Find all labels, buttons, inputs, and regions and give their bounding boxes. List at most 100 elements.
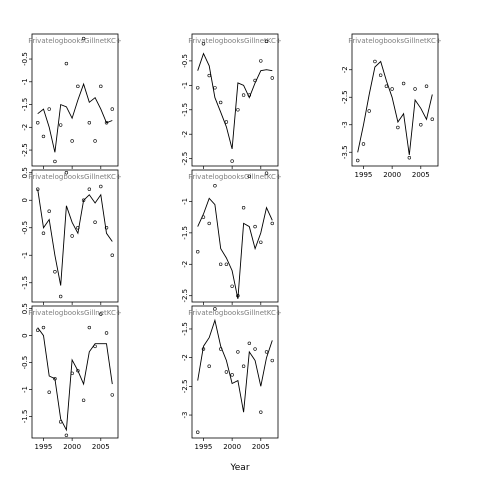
data-point bbox=[367, 109, 371, 113]
panel-title: PrivatelogbooksGillnetKC+ bbox=[28, 37, 122, 45]
data-point bbox=[270, 76, 274, 80]
data-point bbox=[110, 107, 114, 111]
data-point bbox=[407, 156, 412, 160]
data-point bbox=[230, 159, 234, 163]
data-point bbox=[361, 142, 366, 146]
data-point bbox=[47, 390, 51, 394]
data-point bbox=[70, 139, 74, 143]
data-point bbox=[218, 347, 223, 351]
data-point bbox=[241, 364, 246, 368]
data-point bbox=[201, 215, 206, 219]
data-point bbox=[36, 187, 40, 191]
y-tick-label: -1 bbox=[21, 252, 29, 259]
data-point bbox=[390, 87, 394, 91]
fit-line bbox=[37, 327, 113, 432]
x-tick-label: 1995 bbox=[35, 443, 53, 451]
data-point bbox=[58, 294, 63, 299]
panel-2: PrivatelogbooksGillnetKC+ -0.5 -1 -1.5 -2 -2.… bbox=[181, 33, 282, 169]
data-point bbox=[36, 328, 40, 332]
data-point bbox=[41, 325, 46, 330]
data-point bbox=[104, 226, 109, 230]
panel-6: PrivatelogbooksGillnetKC+0.5 0 -0.5 -1 -1.5 1… bbox=[21, 303, 122, 451]
y-tick-label: -0.5 bbox=[21, 356, 29, 370]
data-point bbox=[236, 350, 240, 354]
y-tick-label: 0 bbox=[21, 198, 29, 202]
y-tick-label: 0 bbox=[21, 333, 29, 337]
y-tick-label: -2.5 bbox=[181, 289, 189, 303]
data-point bbox=[64, 171, 69, 175]
y-tick-label: -2.5 bbox=[181, 152, 189, 166]
fit-line bbox=[197, 318, 273, 413]
data-point bbox=[264, 171, 269, 175]
panel-frame bbox=[191, 33, 279, 167]
data-point bbox=[213, 86, 217, 90]
data-point bbox=[76, 368, 80, 373]
y-tick-label: -2 bbox=[341, 66, 349, 73]
panel-title: PrivatelogbooksGillnetKC+ bbox=[188, 309, 282, 317]
data-point bbox=[104, 121, 109, 125]
y-tick-label: -1.5 bbox=[21, 276, 29, 290]
data-point bbox=[93, 344, 97, 349]
panel-frame bbox=[31, 33, 119, 167]
fit-line bbox=[197, 197, 273, 299]
data-point bbox=[53, 270, 57, 274]
data-point bbox=[196, 430, 200, 434]
panel-frame bbox=[31, 169, 119, 303]
panel-title: PrivatelogbooksGillnetKC+ bbox=[28, 309, 122, 317]
panel-1: PrivatelogbooksGillnetKC+ -0.5 -1 -1.5 -2 -2.… bbox=[21, 33, 122, 169]
panel-frame bbox=[31, 305, 119, 439]
data-point bbox=[110, 393, 114, 397]
data-point bbox=[41, 231, 46, 235]
data-point bbox=[419, 123, 423, 127]
data-point bbox=[104, 331, 109, 335]
data-point bbox=[64, 61, 69, 66]
data-point bbox=[253, 78, 257, 83]
panel-title: PrivatelogbooksGillnetKC+ bbox=[28, 173, 122, 181]
y-tick-label: -2 bbox=[21, 124, 29, 131]
data-point bbox=[207, 73, 211, 78]
data-point bbox=[47, 209, 51, 213]
panel-frame bbox=[191, 169, 279, 303]
x-tick-label: 2000 bbox=[63, 443, 81, 451]
y-tick-label: -3 bbox=[181, 412, 189, 419]
y-tick-label: -2 bbox=[181, 354, 189, 361]
data-point bbox=[76, 226, 80, 230]
y-tick-label: -1.5 bbox=[21, 410, 29, 424]
data-point bbox=[93, 139, 97, 143]
fit-line bbox=[37, 189, 113, 286]
data-point bbox=[87, 121, 92, 125]
panels: PrivatelogbooksGillnetKC+ -0.5 -1 -1.5 -2 -2.… bbox=[21, 33, 442, 451]
panel-7: PrivatelogbooksGillnetKC+ -1.5 -2 -2.5 -3 199… bbox=[181, 305, 282, 451]
y-tick-label: -0.5 bbox=[21, 221, 29, 235]
x-tick-label: 2005 bbox=[92, 443, 110, 451]
y-tick-label: -3 bbox=[341, 121, 349, 128]
data-point bbox=[99, 84, 103, 89]
data-point bbox=[99, 312, 103, 316]
x-tick-label: 1995 bbox=[355, 171, 373, 179]
y-tick-label: -2.5 bbox=[181, 380, 189, 394]
data-point bbox=[207, 364, 211, 368]
data-point bbox=[373, 59, 377, 64]
x-axis-label: Year bbox=[229, 463, 249, 473]
y-tick-label: -1.5 bbox=[181, 226, 189, 240]
y-tick-label: -1.5 bbox=[181, 322, 189, 336]
data-point bbox=[230, 284, 234, 288]
fit-line bbox=[37, 82, 113, 153]
y-tick-label: -2 bbox=[181, 131, 189, 138]
y-tick-label: 0.5 bbox=[21, 303, 29, 314]
x-tick-label: 2000 bbox=[383, 171, 401, 179]
data-point bbox=[253, 224, 257, 229]
panel-title: PrivatelogbooksGillnetKC+ bbox=[188, 37, 282, 45]
data-point bbox=[81, 398, 86, 402]
data-point bbox=[230, 373, 234, 377]
data-point bbox=[93, 220, 97, 224]
data-point bbox=[247, 174, 252, 178]
data-point bbox=[47, 107, 51, 111]
data-point bbox=[241, 93, 246, 97]
y-tick-label: -1 bbox=[21, 386, 29, 393]
x-tick-label: 2005 bbox=[412, 171, 430, 179]
data-point bbox=[81, 36, 86, 41]
y-tick-label: 0.5 bbox=[21, 167, 29, 178]
y-tick-label: -1 bbox=[181, 198, 189, 205]
data-point bbox=[41, 134, 46, 139]
